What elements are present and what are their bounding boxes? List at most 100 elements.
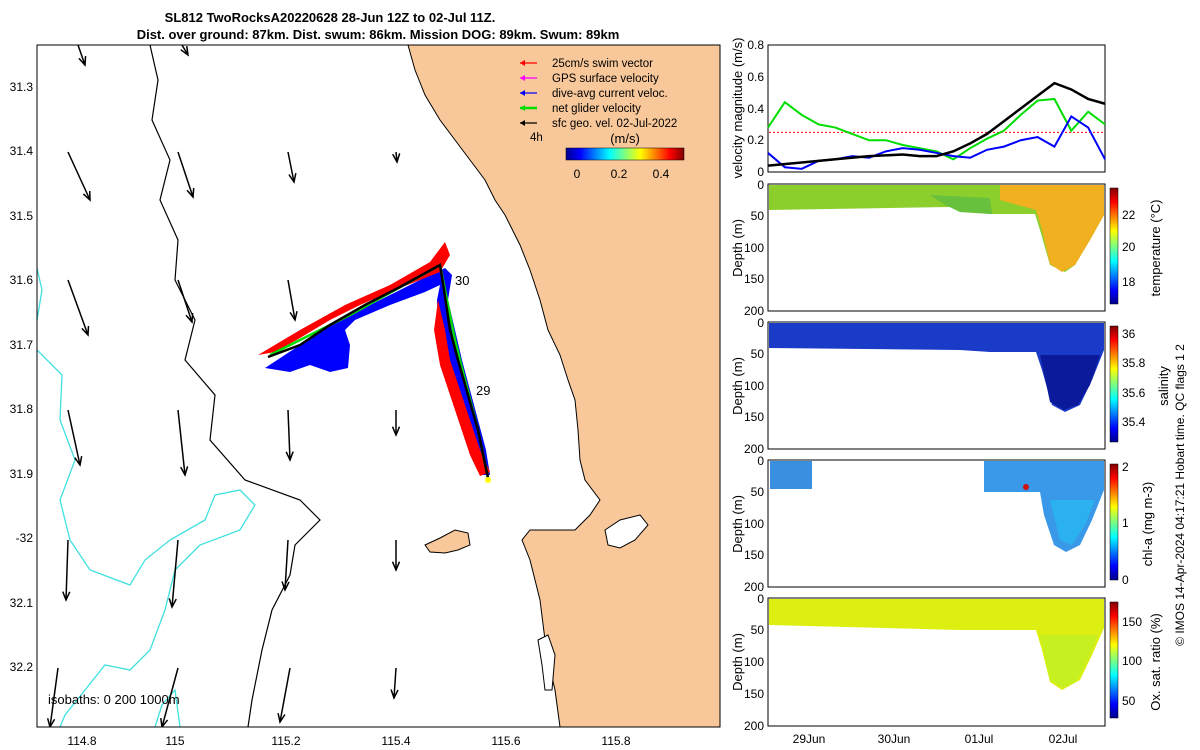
vel-ytick-2: 0.4 xyxy=(747,102,764,116)
vel-ytick-4: 0.8 xyxy=(747,38,764,52)
green-arrow-icon xyxy=(520,105,525,111)
oxygen-ylabel: Depth (m) xyxy=(730,633,745,691)
ox-ytick-2: 100 xyxy=(744,655,764,669)
geo-arrowhead-1 xyxy=(180,45,189,57)
oxygen-deep xyxy=(1040,635,1098,688)
chla-ytick-4: 200 xyxy=(744,580,764,594)
temperature-warm-core xyxy=(1000,185,1104,272)
map-x-ticks: 114.8 115 115.2 115.4 115.6 115.8 xyxy=(67,734,630,748)
geo-arrow-15 xyxy=(284,539,289,591)
map-cbar-tick-1: 0.2 xyxy=(611,167,628,181)
ox-ytick-1: 50 xyxy=(751,623,765,637)
map-xtick-1: 115 xyxy=(165,734,184,748)
title-line2: Dist. over ground: 87km. Dist. swum: 86k… xyxy=(137,27,620,42)
isobath-200m xyxy=(149,45,321,727)
temp-ytick-1: 50 xyxy=(751,209,765,223)
velocity-y-ticks: 0 0.2 0.4 0.6 0.8 xyxy=(747,38,764,179)
ox-ytick-0: 0 xyxy=(757,592,764,606)
sal-ytick-0: 0 xyxy=(757,316,764,330)
vel-ytick-3: 0.6 xyxy=(747,70,764,84)
geo-arrowhead-5 xyxy=(392,153,401,164)
oxygen-colorbar xyxy=(1109,601,1119,719)
glider-end-marker xyxy=(485,477,491,483)
geo-arrowhead-11 xyxy=(285,451,294,462)
dive-avg-current-swath xyxy=(265,268,490,475)
temperature-panel: 18 20 22 temperature (°C) Depth (m) 0 50… xyxy=(730,178,1163,318)
temp-cbar-tick-0: 18 xyxy=(1122,275,1136,289)
ox-cbar-tick-2: 150 xyxy=(1122,615,1142,629)
geo-arrowhead-18 xyxy=(160,717,169,727)
inlet xyxy=(537,634,556,691)
map-y-ticks: 31.3 31.4 31.5 31.6 31.7 31.8 31.9 -32 3… xyxy=(10,80,34,674)
map-ytick-8: 32.1 xyxy=(10,596,34,610)
map-ytick-3: 31.6 xyxy=(10,273,34,287)
temp-cbar-tick-1: 20 xyxy=(1122,240,1136,254)
geo-arrowhead-7 xyxy=(185,312,194,324)
geo-arrow-20 xyxy=(393,667,397,699)
sal-cbar-tick-3: 36 xyxy=(1122,327,1136,341)
temp-ytick-3: 150 xyxy=(744,272,764,286)
time-tick-0: 29Jun xyxy=(793,732,826,746)
velocity-ylabel: velocity magnitude (m/s) xyxy=(730,38,745,179)
chla-cbar-tick-1: 1 xyxy=(1122,516,1129,530)
chla-ytick-2: 100 xyxy=(744,517,764,531)
geostrophic-arrows xyxy=(46,45,401,727)
geo-arrowhead-19 xyxy=(277,713,286,724)
map-cbar-tick-0: 0 xyxy=(574,167,581,181)
chla-colorbar xyxy=(1109,463,1119,581)
geo-arrowhead-13 xyxy=(62,591,71,602)
velocity-panel: 0 0.2 0.4 0.6 0.8 velocity magnitude (m/… xyxy=(730,38,1106,179)
salinity-field xyxy=(769,323,1104,412)
chla-cbar-tick-2: 2 xyxy=(1122,460,1129,474)
salinity-ylabel: Depth (m) xyxy=(730,357,745,415)
map-ytick-0: 31.3 xyxy=(10,80,34,94)
map-legend: 25cm/s swim vector GPS surface velocity … xyxy=(520,58,685,181)
vel-ytick-0: 0 xyxy=(757,165,764,179)
sal-ytick-3: 150 xyxy=(744,410,764,424)
ox-cbar-tick-1: 100 xyxy=(1122,654,1142,668)
map-frame xyxy=(36,44,721,728)
temp-ytick-4: 200 xyxy=(744,304,764,318)
day-label-29: 29 xyxy=(476,383,490,398)
time-marker: 4h xyxy=(530,132,543,144)
title-line1: SL812 TwoRocksA20220628 28-Jun 12Z to 02… xyxy=(165,10,496,25)
temperature-label: temperature (°C) xyxy=(1148,200,1163,297)
chla-ytick-3: 150 xyxy=(744,548,764,562)
sal-ytick-4: 200 xyxy=(744,442,764,456)
magenta-arrow-icon xyxy=(520,75,525,81)
glider-path-line xyxy=(267,263,490,479)
geo-arrowhead-2 xyxy=(82,190,91,202)
geo-arrowhead-12 xyxy=(391,426,401,437)
oxygen-field xyxy=(769,599,1104,690)
map-ytick-9: 32.2 xyxy=(10,660,34,674)
map-panel: 30 29 isobaths: 0 200 1000m 25cm/s swim … xyxy=(10,44,721,748)
geo-arrow-2 xyxy=(67,151,91,201)
geo-arrow-18 xyxy=(161,667,179,727)
time-tick-3: 02Jul xyxy=(1049,732,1078,746)
temp-ytick-2: 100 xyxy=(744,241,764,255)
sal-cbar-tick-1: 35.6 xyxy=(1122,386,1146,400)
geo-arrow-6 xyxy=(67,279,89,336)
geo-arrow-7 xyxy=(177,279,193,323)
sal-cbar-tick-0: 35.4 xyxy=(1122,415,1146,429)
map-ytick-2: 31.5 xyxy=(10,209,34,223)
blue-arrow-icon xyxy=(520,90,525,96)
geo-arrowhead-16 xyxy=(391,561,401,572)
legend-item-net: net glider velocity xyxy=(552,103,641,115)
velocity-series-2 xyxy=(767,81,1106,167)
isobath-text: isobaths: 0 200 1000m xyxy=(48,692,180,707)
sal-cbar-tick-2: 35.8 xyxy=(1122,356,1146,370)
geo-arrowhead-14 xyxy=(168,598,177,609)
map-ytick-5: 31.8 xyxy=(10,402,34,416)
map-xtick-4: 115.6 xyxy=(491,734,520,748)
isobath-1000m xyxy=(37,267,256,727)
map-ytick-6: 31.9 xyxy=(10,467,34,481)
geo-arrowhead-20 xyxy=(390,689,399,700)
geo-arrowhead-17 xyxy=(46,718,56,727)
legend-item-gps: GPS surface velocity xyxy=(552,73,659,85)
legend-item-dive-avg: dive-avg current veloc. xyxy=(552,88,668,100)
oxygen-panel: 50 100 150 Ox. sat. ratio (%) Depth (m) … xyxy=(730,592,1163,733)
estuary xyxy=(604,514,649,549)
legend-item-geo: sfc geo. vel. 02-Jul-2022 xyxy=(552,118,677,130)
temperature-ylabel: Depth (m) xyxy=(730,219,745,277)
